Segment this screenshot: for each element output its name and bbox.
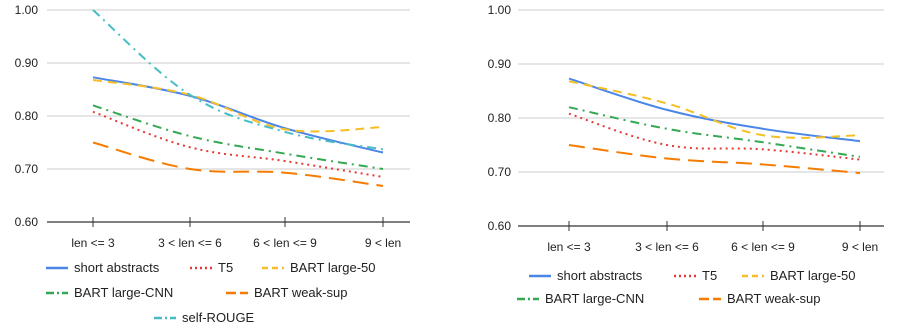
legend-label: BART weak-sup [254,285,347,300]
legend-item: BART large-CNN [46,285,173,300]
legend-item: short abstracts [529,268,643,283]
legend-item: BART weak-sup [699,291,820,306]
legend-item: T5 [190,260,233,275]
y-tick-label: 1.00 [15,3,39,17]
legend-label: BART large-CNN [74,285,173,300]
x-tick-label: 6 < len <= 9 [731,240,795,254]
legend-label: BART large-50 [290,260,376,275]
legend-label: BART weak-sup [727,291,820,306]
series-line-bart-large-50 [92,78,384,133]
legend-label: BART large-50 [770,268,856,283]
y-tick-label: 0.80 [488,111,512,125]
chart-panel-2: 0.60 0.70 0.80 0.90 1.00 len <= 3 3 < len <= 6… [488,3,884,306]
x-tick-label: 9 < len [842,240,878,254]
series-line-self-rouge [92,9,384,151]
series-line-bart-weak-sup [92,141,384,187]
legend-item: BART large-50 [742,268,856,283]
y-tick-label: 0.70 [15,162,39,176]
x-tick-label: len <= 3 [71,236,115,250]
legend-label: T5 [702,268,717,283]
series-line-bart-weak-sup [568,144,861,175]
x-tick-label: len <= 3 [547,240,591,254]
y-tick-label: 0.60 [488,219,512,233]
y-tick-label: 0.90 [488,57,512,71]
series-line-t5 [568,112,861,161]
legend-item: BART large-CNN [517,291,644,306]
legend-label: short abstracts [557,268,643,283]
series-line-t5 [92,110,384,178]
y-tick-label: 0.90 [15,56,39,70]
y-tick-label: 1.00 [488,3,512,17]
x-tick-label: 6 < len <= 9 [253,236,317,250]
x-tick-label: 3 < len <= 6 [635,240,699,254]
chart-legend: short abstracts T5 BART large-50 BART large… [517,268,856,306]
legend-label: short abstracts [74,260,160,275]
legend-item: BART large-50 [262,260,376,275]
legend-item: short abstracts [46,260,160,275]
chart-panel-1: 0.60 0.70 0.80 0.90 1.00 len <= 3 3 < len <= 6… [15,3,410,325]
series-line-short-abstracts [92,76,384,154]
legend-label: T5 [218,260,233,275]
y-tick-label: 0.60 [15,215,39,229]
series-line-bart-large-50 [568,80,861,139]
legend-label: BART large-CNN [545,291,644,306]
legend-item: T5 [674,268,717,283]
legend-item: BART weak-sup [226,285,347,300]
legend-item: self-ROUGE [154,310,255,325]
chart-legend: short abstracts T5 BART large-50 BART large… [46,260,376,325]
y-tick-label: 0.70 [488,165,512,179]
series-line-short-abstracts [568,77,861,143]
y-tick-label: 0.80 [15,109,39,123]
x-tick-label: 9 < len [365,236,401,250]
x-tick-label: 3 < len <= 6 [158,236,222,250]
legend-label: self-ROUGE [182,310,255,325]
series-line-bart-large-cnn [92,104,384,170]
